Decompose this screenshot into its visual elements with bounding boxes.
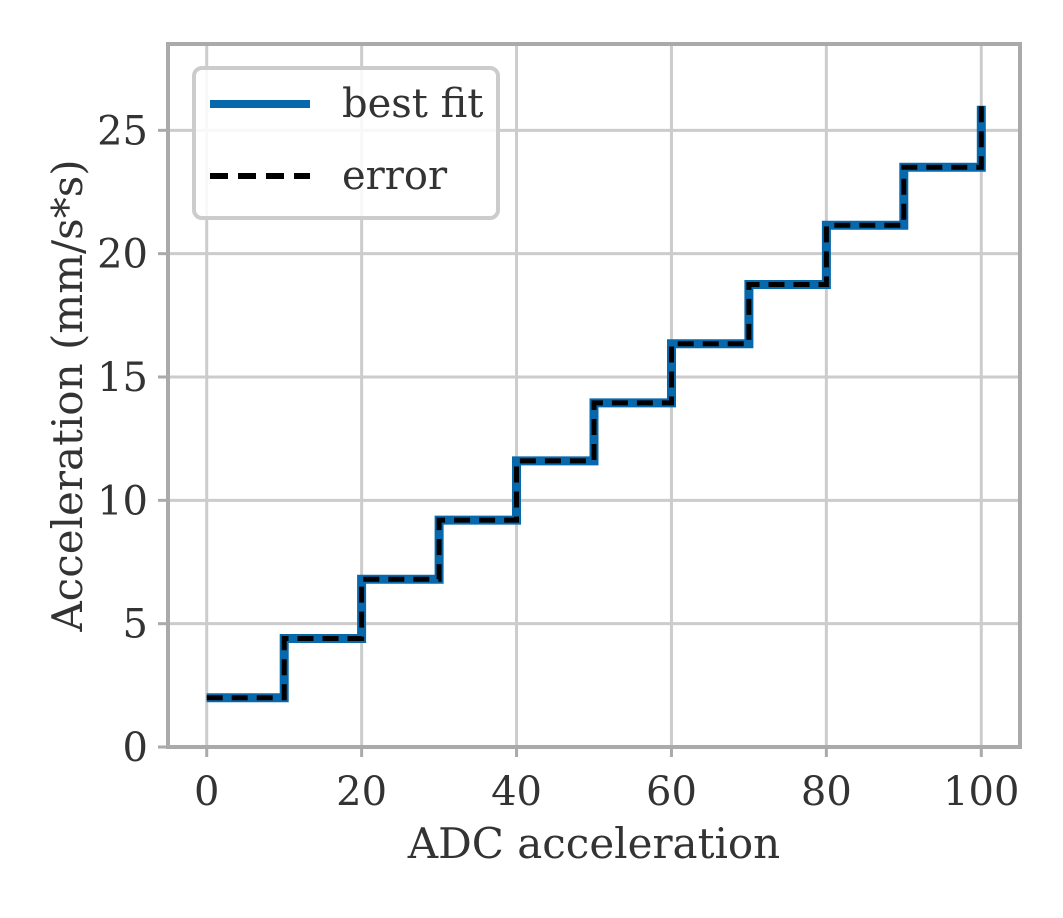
legend-label-error: error bbox=[342, 153, 448, 199]
y-tick-label: 10 bbox=[97, 478, 148, 524]
legend-label-best-fit: best fit bbox=[342, 81, 483, 127]
x-tick-label: 60 bbox=[646, 769, 697, 815]
y-tick-label: 15 bbox=[97, 355, 148, 401]
y-tick-label: 0 bbox=[123, 725, 148, 771]
x-tick-label: 40 bbox=[491, 769, 542, 815]
series-line-error bbox=[206, 105, 984, 701]
y-tick-label: 5 bbox=[123, 602, 148, 648]
y-tick-label: 25 bbox=[97, 108, 148, 154]
axis-ticks: 0 20 40 60 80 100 0 5 10 15 20 25 bbox=[97, 108, 1019, 815]
series-layer bbox=[206, 105, 986, 703]
x-axis-label: ADC acceleration bbox=[407, 819, 780, 868]
plot-frame bbox=[166, 42, 1022, 749]
x-tick-label: 80 bbox=[801, 769, 852, 815]
y-tick-label: 20 bbox=[97, 232, 148, 278]
y-axis-label: Acceleration (mm/s*s) bbox=[43, 159, 92, 632]
x-tick-label: 100 bbox=[943, 769, 1019, 815]
legend: best fit error bbox=[192, 66, 500, 220]
x-tick-label: 0 bbox=[194, 769, 219, 815]
x-tick-label: 20 bbox=[336, 769, 387, 815]
